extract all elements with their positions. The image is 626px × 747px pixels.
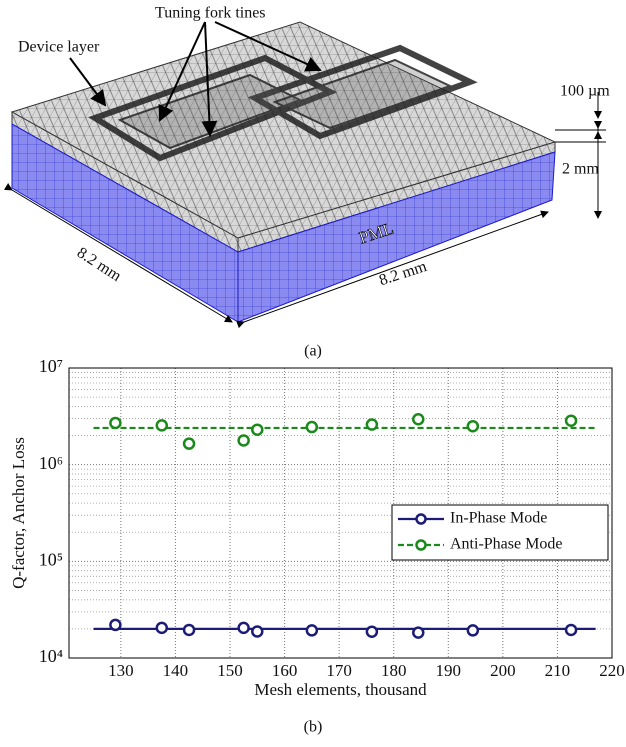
x-axis-label: Mesh elements, thousand [254, 680, 427, 699]
x-tick-label: 170 [326, 661, 352, 680]
point [184, 625, 194, 635]
point [566, 625, 576, 635]
x-tick-label: 190 [436, 661, 462, 680]
point [413, 628, 423, 638]
point [413, 414, 423, 424]
y-tick-label: 10⁶ [39, 453, 63, 473]
point [468, 421, 478, 431]
y-axis-label: Q-factor, Anchor Loss [9, 437, 28, 589]
label-height: 2 mm [562, 161, 599, 178]
y-tick-label: 10⁴ [39, 646, 63, 666]
legend-marker [417, 515, 426, 524]
point [367, 420, 377, 430]
x-tick-label: 220 [599, 661, 625, 680]
legend-label: Anti-Phase Mode [450, 536, 562, 553]
legend-marker [417, 541, 426, 550]
point [157, 420, 167, 430]
x-tick-label: 210 [545, 661, 571, 680]
label-device: Device layer [18, 39, 100, 56]
point [566, 416, 576, 426]
point [252, 425, 262, 435]
label-tines: Tuning fork tines [155, 5, 266, 22]
y-tick-label: 10⁵ [39, 549, 63, 569]
point [307, 422, 317, 432]
mesh-illustration: Tuning fork tines Device layer 100 µm 2 … [12, 5, 610, 360]
x-tick-label: 200 [490, 661, 516, 680]
x-tick-label: 130 [108, 661, 134, 680]
point [367, 627, 377, 637]
point [239, 435, 249, 445]
point [252, 626, 262, 636]
point [239, 623, 249, 633]
x-tick-label: 180 [381, 661, 407, 680]
point [468, 625, 478, 635]
legend-label: In-Phase Mode [450, 510, 547, 527]
point [307, 625, 317, 635]
figure: Tuning fork tines Device layer 100 µm 2 … [0, 0, 626, 742]
caption-b: (b) [304, 719, 323, 736]
point [110, 620, 120, 630]
point [110, 418, 120, 428]
chart: 10⁴ 10⁵ 10⁶ 10⁷ 130 140 150 160 170 180 190 200 210 2… [9, 356, 625, 699]
y-tick-label: 10⁷ [39, 356, 63, 376]
point [184, 439, 194, 449]
x-tick-label: 140 [163, 661, 189, 680]
x-tick-label: 160 [272, 661, 298, 680]
caption-a: (a) [304, 343, 322, 360]
label-thickness: 100 µm [560, 83, 610, 100]
x-tick-label: 150 [217, 661, 243, 680]
point [157, 623, 167, 633]
